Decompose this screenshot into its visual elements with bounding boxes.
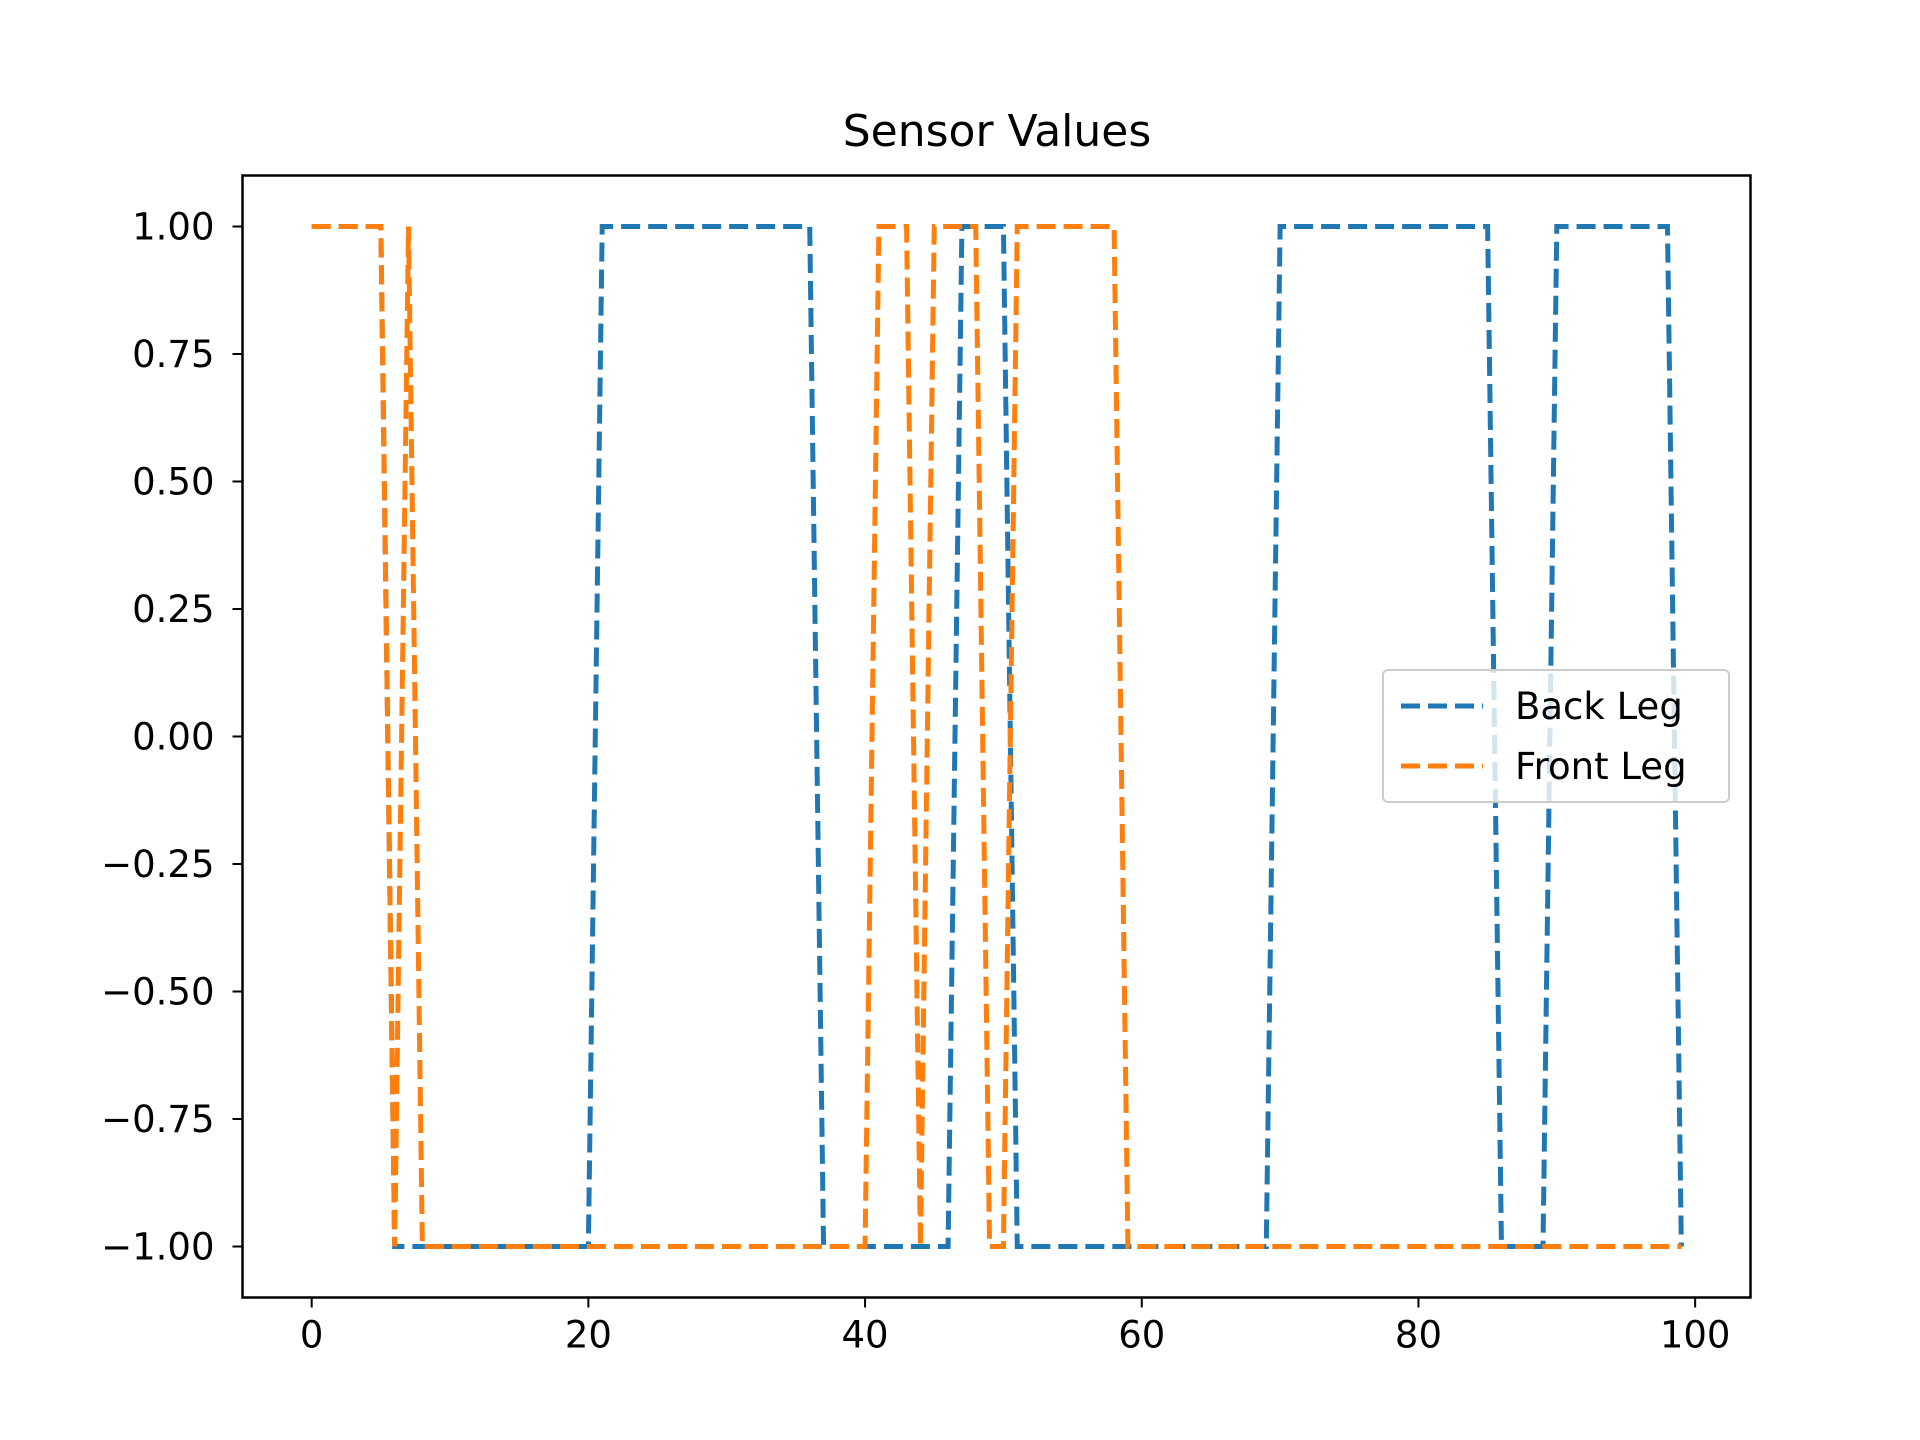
series-layer [311,224,1684,1249]
x-tick-label: 100 [1660,1314,1731,1357]
x-axis: 0 20 40 60 80 100 [300,1297,1731,1357]
y-tick-label: −0.75 [101,1098,214,1141]
y-tick-label: −1.00 [101,1226,214,1269]
x-tick-label: 20 [565,1314,612,1357]
y-tick-label: −0.25 [101,843,214,886]
chart-title: Sensor Values [843,106,1152,157]
legend: Back Leg Front Leg [1382,669,1730,803]
y-tick-label: 0.50 [132,461,214,504]
legend-label-back-leg: Back Leg [1515,685,1683,728]
y-tick-label: 1.00 [132,206,214,249]
y-tick-label: −0.50 [101,971,214,1014]
y-tick-label: 0.25 [132,588,214,631]
legend-box [1382,669,1730,803]
x-tick-label: 40 [842,1314,889,1357]
x-tick-label: 0 [300,1314,324,1357]
y-axis: 1.00 0.75 0.50 0.25 0.00 −0.25 −0.50 −0.75 −1.00 [101,206,243,1269]
y-tick-label: 0.00 [132,716,214,759]
y-tick-label: 0.75 [132,333,214,376]
series-line-front-leg [311,224,1682,1249]
series-line-back-leg [311,224,1684,1249]
x-tick-label: 80 [1395,1314,1442,1357]
legend-label-front-leg: Front Leg [1515,745,1687,788]
x-tick-label: 60 [1118,1314,1165,1357]
